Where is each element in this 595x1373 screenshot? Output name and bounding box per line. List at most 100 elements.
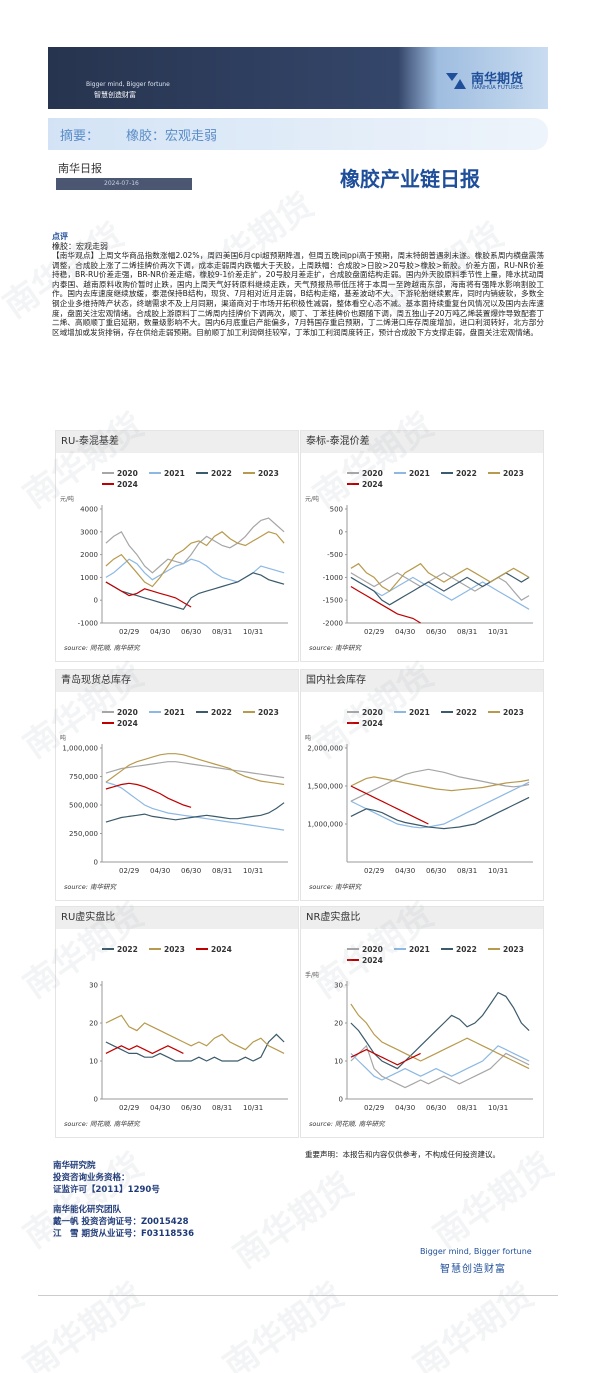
x-tick-label: 02/29: [364, 1104, 384, 1112]
x-tick-label: 06/30: [181, 867, 201, 875]
x-tick-label: 08/31: [457, 628, 477, 636]
date-bar: 2024-07-16: [56, 178, 192, 190]
series-line: [105, 1045, 184, 1055]
header-banner: Bigger mind, Bigger fortune 智慧创造财富 南华期货 …: [48, 47, 548, 109]
x-tick-label: 06/30: [426, 867, 446, 875]
report-name: 南华日报: [58, 162, 102, 175]
legend-label: 2024: [362, 480, 383, 489]
report-title: 橡胶产业链日报: [340, 167, 480, 191]
series-line: [105, 781, 285, 831]
y-tick-label: 20: [334, 1020, 343, 1028]
legend-label: 2022: [456, 945, 477, 954]
series-line: [350, 768, 530, 802]
chart: 2020 2021 2022 2023 2024 元/吨 -2000 -1500 -1000 -5…: [305, 469, 533, 652]
x-tick-label: 06/30: [426, 1104, 446, 1112]
x-tick-label: 04/30: [150, 867, 170, 875]
footer-info: 南华研究院 投资咨询业务资格： 证监许可【2011】1290号 南华能化研究团队…: [53, 1160, 194, 1240]
chart-source: source: 同花顺, 南华研究: [309, 1120, 386, 1128]
y-tick-label: 20: [89, 1020, 98, 1028]
y-axis-unit: 元/吨: [60, 495, 74, 503]
footer-slogan-cn: 智慧创造财富: [440, 1264, 506, 1275]
x-tick-label: 02/29: [364, 628, 384, 636]
series-line: [350, 1045, 530, 1081]
y-tick-label: 3000: [80, 528, 98, 536]
team: 南华能化研究团队: [53, 1205, 122, 1215]
summary-band: 摘要： 橡胶：宏观走弱: [48, 118, 548, 150]
summary-label: 摘要：: [60, 129, 100, 144]
series-line: [105, 782, 192, 808]
y-tick-label: 0: [94, 597, 98, 605]
chart-source: source: 南华研究: [309, 644, 362, 652]
y-tick-label: -1000: [78, 620, 98, 628]
series-line: [350, 576, 530, 610]
x-tick-label: 06/30: [426, 628, 446, 636]
chart-title: RU虚实盘比: [56, 907, 298, 929]
y-tick-label: 1,500,000: [307, 783, 343, 791]
qualification: 投资咨询业务资格：: [53, 1173, 130, 1183]
chart: 2020 2021 2022 2023 2024 吨 0 250,000 500,000 750,…: [60, 708, 288, 891]
legend-label: 2020: [117, 708, 138, 717]
series-line: [105, 517, 285, 574]
y-axis-unit: 吨: [305, 734, 311, 742]
legend-label: 2020: [117, 469, 138, 478]
license: 证监许可【2011】1290号: [53, 1185, 160, 1195]
x-tick-label: 08/31: [457, 867, 477, 875]
series-line: [350, 572, 530, 606]
y-tick-label: -1500: [323, 597, 343, 605]
divider: [38, 1295, 558, 1296]
x-tick-label: 04/30: [150, 1104, 170, 1112]
legend-label: 2022: [456, 469, 477, 478]
series-line: [350, 991, 530, 1070]
series-line: [350, 796, 530, 830]
spacer: [53, 1196, 194, 1204]
legend-label: 2021: [164, 708, 185, 717]
legend-label: 2020: [362, 708, 383, 717]
legend-label: 2020: [362, 945, 383, 954]
legend-label: 2023: [503, 469, 524, 478]
chart: 2022 2023 2024 0 10 20 30 02/29 04/30 06/30 08/31 1…: [64, 945, 288, 1128]
x-tick-label: 10/31: [488, 628, 508, 636]
chart-panel: 青岛现货总库存 2020 2021 2022 2023 2024 吨 0 250,000 500,…: [55, 669, 299, 901]
legend-label: 2024: [362, 719, 383, 728]
y-tick-label: 0: [94, 1096, 98, 1104]
legend-label: 2024: [117, 480, 138, 489]
chart-source: source: 南华研究: [64, 883, 117, 891]
chart-source: source: 同花顺, 南华研究: [64, 644, 141, 652]
x-tick-label: 08/31: [212, 867, 232, 875]
y-tick-label: 2000: [80, 551, 98, 559]
chart-panel: 国内社会库存 2020 2021 2022 2023 2024 吨 1,000,000 1,50…: [300, 669, 544, 901]
footer-slogan: Bigger mind, Bigger fortune: [420, 1247, 532, 1256]
y-tick-label: 4000: [80, 506, 98, 514]
y-tick-label: 1000: [80, 574, 98, 582]
chart-title: RU-泰混基差: [56, 431, 298, 453]
chart-panel: 泰标-泰混价差 2020 2021 2022 2023 2024 元/吨 -2000 -1500…: [300, 430, 544, 662]
x-tick-label: 02/29: [119, 867, 139, 875]
legend-label: 2024: [211, 945, 232, 954]
y-tick-label: 0: [94, 859, 98, 867]
legend-label: 2021: [409, 469, 430, 478]
series-line: [105, 558, 285, 583]
series-line: [350, 785, 429, 825]
institute: 南华研究院: [53, 1161, 96, 1171]
watermark: 南华期货: [217, 1276, 351, 1373]
y-axis-unit: 吨: [60, 734, 66, 742]
chart-panel: RU-泰混基差 2020 2021 2022 2023 2024 元/吨 -1000 0 1000…: [55, 430, 299, 662]
series-line: [105, 1033, 285, 1062]
series-line: [105, 1014, 285, 1054]
chart: 2020 2021 2022 2023 2024 元/吨 -1000 0 1000 2000 300…: [60, 469, 288, 652]
legend-label: 2021: [164, 469, 185, 478]
x-tick-label: 02/29: [364, 867, 384, 875]
analyst: 戴一帆 投资咨询证号：Z0015428: [53, 1217, 189, 1227]
legend-label: 2021: [409, 945, 430, 954]
x-tick-label: 06/30: [181, 1104, 201, 1112]
series-line: [350, 776, 530, 792]
legend-label: 2022: [211, 708, 232, 717]
legend-label: 2022: [211, 469, 232, 478]
legend-label: 2023: [258, 469, 279, 478]
y-tick-label: 0: [339, 1096, 343, 1104]
watermark: 南华期货: [427, 1146, 561, 1257]
chart-source: source: 南华研究: [309, 883, 362, 891]
legend-label: 2021: [409, 708, 430, 717]
comment-body: 【南华观点】上周文华商品指数涨幅2.02%，周四美国6月cpi超预期降温，但周五…: [52, 251, 544, 337]
watermark: 南华期货: [407, 1276, 541, 1373]
